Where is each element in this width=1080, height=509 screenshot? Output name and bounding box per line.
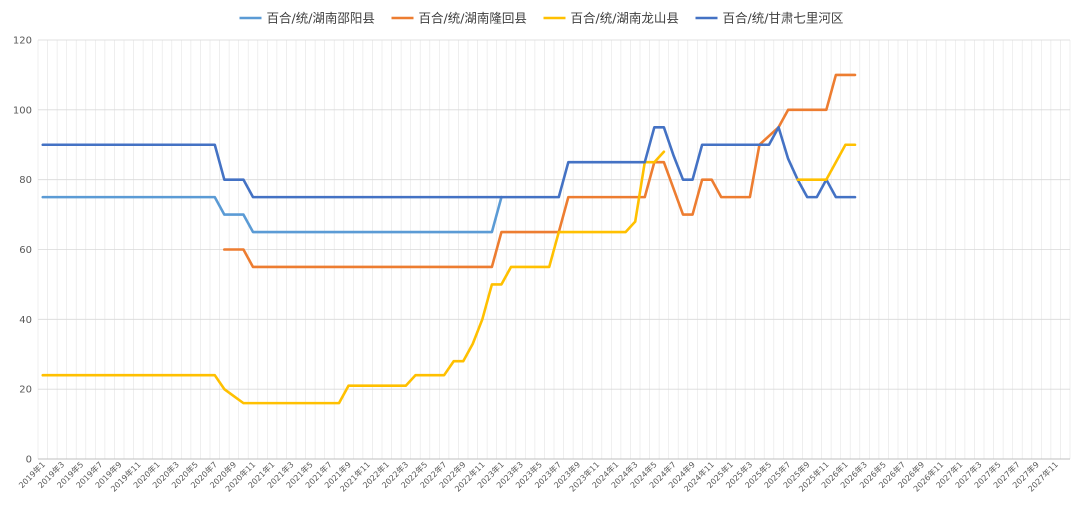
legend-label: 百合/统/甘肃七里河区 xyxy=(723,11,844,26)
x-axis-ticks: 2019年12019年32019年52019年72019年92019年11202… xyxy=(16,459,1060,493)
y-tick-label: 80 xyxy=(19,175,32,186)
legend: 百合/统/湖南邵阳县 百合/统/湖南隆回县 百合/统/湖南龙山县 百合/统/甘肃七里河… xyxy=(239,11,844,26)
series-line-0 xyxy=(41,195,503,234)
y-tick-label: 40 xyxy=(19,315,32,326)
series-line-4 xyxy=(796,143,857,181)
series-line-2 xyxy=(41,150,666,405)
y-tick-label: 120 xyxy=(13,36,32,47)
series-line-3 xyxy=(41,125,857,199)
series-line-1 xyxy=(223,73,857,269)
y-axis-ticks: 0 20 40 60 80 100 120 xyxy=(13,36,32,466)
y-tick-label: 20 xyxy=(19,385,32,396)
legend-label: 百合/统/湖南隆回县 xyxy=(419,11,527,26)
y-tick-label: 0 xyxy=(26,455,32,466)
legend-label: 百合/统/湖南龙山县 xyxy=(571,11,679,26)
y-tick-label: 60 xyxy=(19,245,32,256)
y-tick-label: 100 xyxy=(13,105,32,116)
legend-label: 百合/统/湖南邵阳县 xyxy=(267,11,375,26)
grid xyxy=(37,39,1071,460)
series-lines xyxy=(41,73,857,405)
